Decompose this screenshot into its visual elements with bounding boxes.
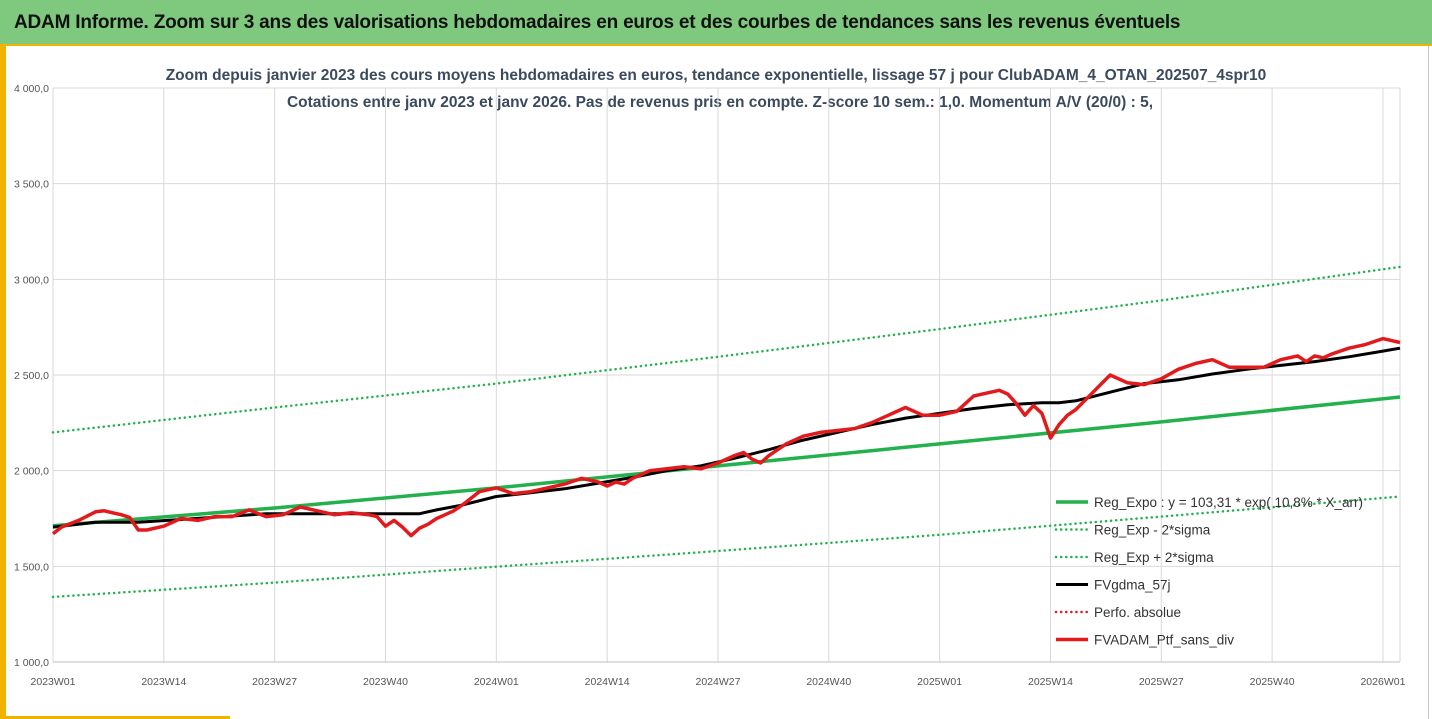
series-line-reg_exp [51,495,1402,599]
x-tick-label: 2024W01 [474,676,519,688]
x-tick-label: 2023W01 [31,676,76,688]
x-tick-label: 2023W14 [141,676,186,688]
y-tick-label: 2 000,0 [14,466,49,478]
x-tick-label: 2025W27 [1139,676,1184,688]
series-line-reg_expo [52,395,1401,528]
legend-label: Reg_Expo : y = 103,31 * exp( 10,8% * X_a… [1094,495,1363,510]
x-tick-label: 2023W27 [252,676,297,688]
x-tick-label: 2025W01 [917,676,962,688]
x-tick-label: 2026W01 [1360,676,1405,688]
chart-axes: 1 000,0 1 500,0 2 000,0 2 500,0 3 000,0 3 500… [14,83,1406,688]
y-tick-label: 2 500,0 [14,370,49,382]
y-tick-label: 1 000,0 [14,657,49,669]
frame-accent-bottom [0,716,230,719]
x-tick-label: 2024W14 [585,676,630,688]
x-tick-label: 2023W40 [363,676,408,688]
chart-title-line-1: Zoom depuis janvier 2023 des cours moyen… [166,67,1267,84]
legend-label: FVgdma_57j [1094,578,1171,593]
y-tick-label: 4 000,0 [14,83,49,95]
frame-accent-left [0,46,6,719]
y-tick-label: 3 500,0 [14,179,49,191]
chart-grid [52,87,1401,663]
header-bar: ADAM Informe. Zoom sur 3 ans des valoris… [0,0,1432,46]
y-tick-label: 1 500,0 [14,561,49,573]
legend-label: Reg_Exp + 2*sigma [1094,550,1214,565]
legend-label: Reg_Exp - 2*sigma [1094,523,1211,538]
chart-title-line-2: Cotations entre janv 2023 et janv 2026. … [287,94,1153,111]
frame-border-right [1428,46,1429,719]
x-tick-label: 2025W40 [1250,676,1295,688]
chart-series [51,265,1402,599]
page-title: ADAM Informe. Zoom sur 3 ans des valoris… [14,12,1181,33]
y-tick-label: 3 000,0 [14,274,49,286]
series-line-reg_exp [51,265,1402,434]
series-line-fvadam_ptf_sans_div [51,336,1401,538]
x-tick-label: 2024W40 [806,676,851,688]
legend-label: FVADAM_Ptf_sans_div [1094,633,1234,648]
legend-label: Perfo. absolue [1094,605,1181,620]
x-tick-label: 2025W14 [1028,676,1073,688]
chart-legend: Reg_Expo : y = 103,31 * exp( 10,8% * X_a… [1054,495,1363,648]
x-tick-label: 2024W27 [695,676,740,688]
